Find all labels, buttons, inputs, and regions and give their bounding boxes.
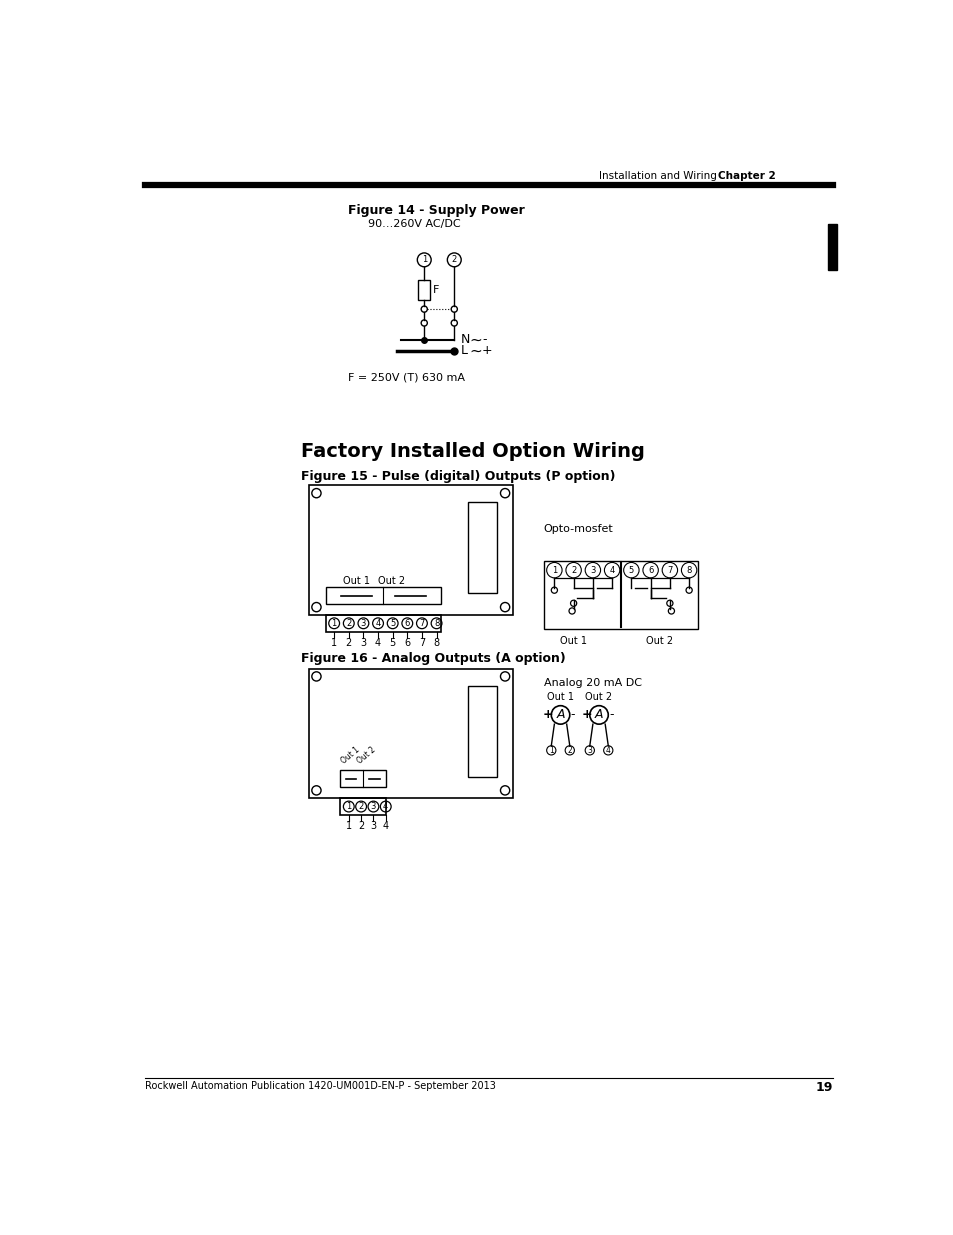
Text: N: N [460, 333, 469, 347]
Text: +: + [542, 709, 553, 721]
Text: L: L [460, 345, 467, 357]
Text: Factory Installed Option Wiring: Factory Installed Option Wiring [301, 442, 644, 462]
Text: 5: 5 [390, 619, 395, 627]
Text: A: A [556, 709, 564, 721]
Bar [827, 224, 836, 270]
Text: F: F [433, 285, 438, 295]
Text: 3: 3 [371, 802, 375, 811]
Text: Out 2: Out 2 [378, 576, 405, 585]
Text: Opto-mosfet: Opto-mosfet [543, 524, 613, 534]
Text: 2: 2 [345, 638, 352, 648]
Text: 1: 1 [345, 821, 352, 831]
Text: 5: 5 [628, 566, 634, 574]
Bar [309, 485, 513, 615]
Text: -: - [481, 333, 486, 347]
Text: 4: 4 [609, 566, 614, 574]
Text: 19: 19 [815, 1082, 832, 1094]
Text: Out 1: Out 1 [343, 576, 370, 585]
Text: 4: 4 [605, 746, 610, 755]
Text: 3: 3 [360, 638, 366, 648]
Text: 8: 8 [686, 566, 691, 574]
Text: 2: 2 [358, 802, 363, 811]
Text: -: - [570, 709, 575, 721]
Bar [309, 668, 513, 798]
Text: 1: 1 [551, 566, 557, 574]
Text: 3: 3 [360, 619, 366, 627]
Text: 1: 1 [548, 746, 553, 755]
Bar [325, 587, 440, 604]
Text: 5: 5 [389, 638, 395, 648]
Text: 3: 3 [587, 746, 592, 755]
Text: Figure 15 - Pulse (digital) Outputs (P option): Figure 15 - Pulse (digital) Outputs (P o… [301, 471, 615, 483]
Text: Rockwell Automation Publication 1420-UM001D-EN-P - September 2013: Rockwell Automation Publication 1420-UM0… [145, 1082, 496, 1092]
Text: Analog 20 mA DC: Analog 20 mA DC [543, 678, 641, 688]
Text: 2: 2 [567, 746, 572, 755]
Text: 3: 3 [370, 821, 376, 831]
Text: +: + [580, 709, 592, 721]
Text: 4: 4 [382, 821, 389, 831]
Bar [417, 280, 430, 300]
Bar [325, 615, 440, 632]
Bar [468, 685, 497, 777]
Text: 7: 7 [666, 566, 672, 574]
Text: Figure 16 - Analog Outputs (A option): Figure 16 - Analog Outputs (A option) [301, 652, 565, 664]
Text: 1: 1 [346, 802, 351, 811]
Text: 2: 2 [346, 619, 351, 627]
Text: 7: 7 [418, 638, 425, 648]
Text: 4: 4 [375, 619, 380, 627]
Bar [543, 561, 697, 629]
Text: Figure 14 - Supply Power: Figure 14 - Supply Power [348, 204, 524, 216]
Text: -: - [608, 709, 613, 721]
Bar [468, 503, 497, 593]
Text: 2: 2 [451, 256, 456, 264]
Text: Out 1: Out 1 [339, 746, 361, 766]
Text: 4: 4 [383, 802, 388, 811]
Text: 1: 1 [332, 619, 336, 627]
Text: 3: 3 [590, 566, 595, 574]
Text: Out 2: Out 2 [645, 636, 673, 646]
Text: 6: 6 [647, 566, 653, 574]
Text: Out 2: Out 2 [585, 692, 612, 701]
Text: 8: 8 [434, 619, 438, 627]
Text: 7: 7 [418, 619, 424, 627]
Text: +: + [481, 345, 492, 357]
Text: ∼: ∼ [469, 332, 482, 347]
Bar [339, 771, 385, 787]
Text: F = 250V (T) 630 mA: F = 250V (T) 630 mA [348, 372, 464, 383]
Bar [339, 798, 385, 815]
Bar [827, 224, 836, 270]
Text: ∼: ∼ [469, 343, 482, 358]
Text: Out 2: Out 2 [355, 746, 376, 766]
Text: 2: 2 [357, 821, 364, 831]
Text: 1: 1 [421, 256, 426, 264]
Text: 2: 2 [571, 566, 576, 574]
Text: 90…260V AC/DC: 90…260V AC/DC [368, 219, 460, 228]
Text: Out 1: Out 1 [546, 692, 574, 701]
Text: Chapter 2: Chapter 2 [718, 172, 776, 182]
Text: 6: 6 [404, 619, 410, 627]
Text: 4: 4 [375, 638, 380, 648]
Text: 1: 1 [331, 638, 336, 648]
Text: 6: 6 [404, 638, 410, 648]
Text: A: A [594, 709, 602, 721]
Text: Installation and Wiring: Installation and Wiring [598, 172, 716, 182]
Text: 8: 8 [433, 638, 439, 648]
Text: Out 1: Out 1 [559, 636, 586, 646]
